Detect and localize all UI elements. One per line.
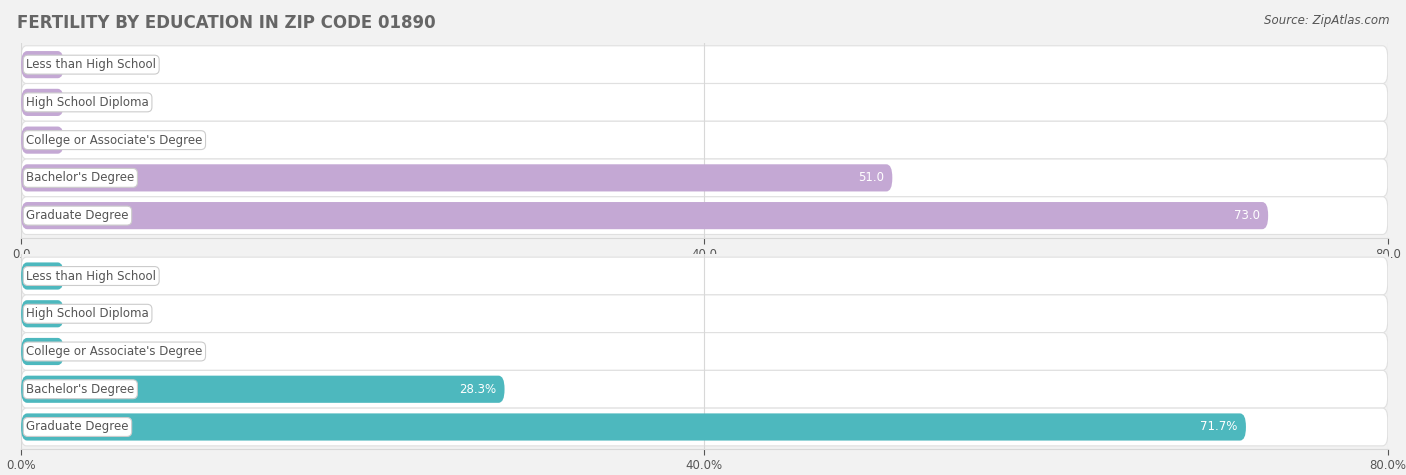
FancyBboxPatch shape	[21, 370, 1388, 408]
FancyBboxPatch shape	[21, 51, 63, 78]
Text: 0.0: 0.0	[77, 58, 96, 71]
Text: 51.0: 51.0	[858, 171, 884, 184]
FancyBboxPatch shape	[21, 300, 63, 327]
FancyBboxPatch shape	[21, 121, 1388, 159]
Text: 0.0: 0.0	[77, 133, 96, 147]
FancyBboxPatch shape	[21, 262, 63, 290]
Text: 28.3%: 28.3%	[458, 383, 496, 396]
Text: Less than High School: Less than High School	[27, 269, 156, 283]
Text: College or Associate's Degree: College or Associate's Degree	[27, 133, 202, 147]
FancyBboxPatch shape	[21, 84, 1388, 121]
FancyBboxPatch shape	[21, 202, 1268, 229]
Text: 0.0%: 0.0%	[77, 307, 107, 320]
Text: Bachelor's Degree: Bachelor's Degree	[27, 383, 135, 396]
Text: FERTILITY BY EDUCATION IN ZIP CODE 01890: FERTILITY BY EDUCATION IN ZIP CODE 01890	[17, 14, 436, 32]
Text: 0.0%: 0.0%	[77, 269, 107, 283]
FancyBboxPatch shape	[21, 46, 1388, 84]
Text: 71.7%: 71.7%	[1199, 420, 1237, 434]
FancyBboxPatch shape	[21, 126, 63, 154]
Text: Graduate Degree: Graduate Degree	[27, 420, 129, 434]
FancyBboxPatch shape	[21, 408, 1388, 446]
Text: Less than High School: Less than High School	[27, 58, 156, 71]
Text: 73.0: 73.0	[1233, 209, 1260, 222]
FancyBboxPatch shape	[21, 413, 1246, 441]
FancyBboxPatch shape	[21, 164, 893, 191]
Text: High School Diploma: High School Diploma	[27, 307, 149, 320]
FancyBboxPatch shape	[21, 295, 1388, 332]
Text: College or Associate's Degree: College or Associate's Degree	[27, 345, 202, 358]
Text: Source: ZipAtlas.com: Source: ZipAtlas.com	[1264, 14, 1389, 27]
FancyBboxPatch shape	[21, 197, 1388, 235]
FancyBboxPatch shape	[21, 159, 1388, 197]
Text: 0.0: 0.0	[77, 96, 96, 109]
FancyBboxPatch shape	[21, 332, 1388, 371]
Text: Graduate Degree: Graduate Degree	[27, 209, 129, 222]
Text: Bachelor's Degree: Bachelor's Degree	[27, 171, 135, 184]
FancyBboxPatch shape	[21, 376, 505, 403]
FancyBboxPatch shape	[21, 338, 63, 365]
Text: 0.0%: 0.0%	[77, 345, 107, 358]
FancyBboxPatch shape	[21, 257, 1388, 295]
Text: High School Diploma: High School Diploma	[27, 96, 149, 109]
FancyBboxPatch shape	[21, 89, 63, 116]
